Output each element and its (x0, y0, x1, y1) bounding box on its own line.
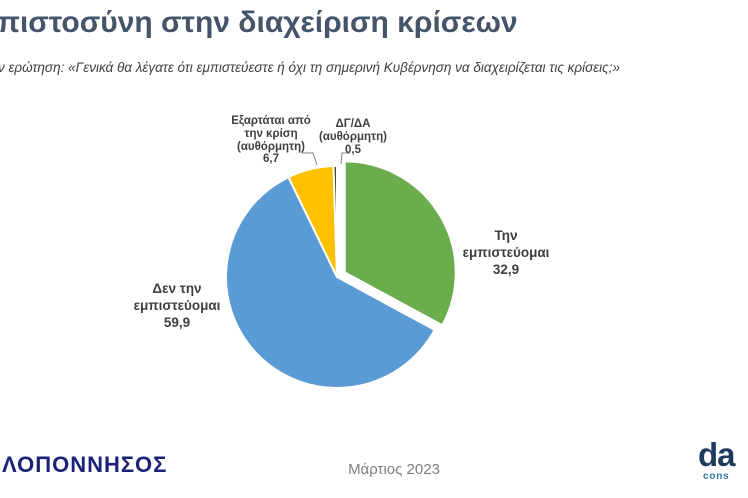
label-line: την κρίση (244, 127, 298, 140)
peloponnisos-logo: ΛΟΠΟΝΝΗΣΟΣ (2, 452, 168, 477)
label-line: (αυθόρμητη) (319, 130, 387, 143)
label-value: 59,9 (163, 315, 191, 330)
leader-line-1 (340, 152, 350, 165)
label-line: Δεν την (152, 281, 202, 296)
datac-logo-sub: cons (703, 471, 730, 482)
label-line: Εξαρτάται από (231, 115, 311, 127)
label-trust: Την εμπιστεύομαι 32,9 (446, 227, 566, 278)
pie-slice-0 (343, 160, 457, 327)
label-line: ΔΓ/ΔΑ (335, 118, 371, 130)
slide-date: Μάρτιος 2023 (348, 461, 440, 478)
label-dk-na: ΔΓ/ΔΑ (αυθόρμητη) 0,5 (298, 118, 408, 156)
label-line: εμπιστεύομαι (462, 245, 550, 260)
label-no-trust: Δεν την εμπιστεύομαι 59,9 (117, 280, 237, 331)
page-title: πιστοσύνη στην διαχείριση κρίσεων (0, 6, 518, 39)
pie-slice-3 (332, 165, 338, 278)
survey-question: ν ερώτηση: «Γενικά θα λέγατε ότι εμπιστε… (0, 60, 621, 75)
label-line: Την (494, 228, 518, 243)
pie-slice-1 (225, 176, 436, 389)
label-line: (αυθόρμητη) (237, 140, 305, 153)
datac-logo: da cons (698, 438, 748, 482)
label-value: 0,5 (345, 143, 361, 156)
label-line: εμπιστεύομαι (133, 298, 221, 313)
label-depends-on-crisis: Εξαρτάται από την κρίση (αυθόρμητη) 6,7 (206, 115, 336, 166)
datac-logo-main: da (698, 436, 736, 473)
leader-line-0 (302, 152, 318, 166)
label-value: 6,7 (263, 153, 279, 166)
label-value: 32,9 (492, 262, 520, 277)
